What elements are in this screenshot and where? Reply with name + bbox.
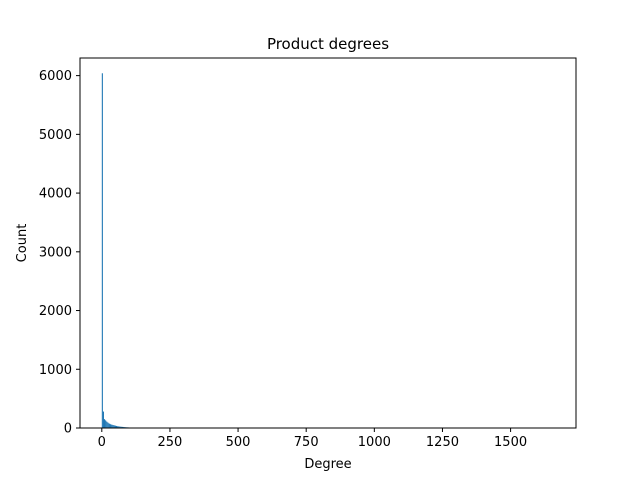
histogram-bar (120, 426, 122, 428)
histogram-bar (109, 423, 111, 428)
histogram-bar (112, 425, 114, 428)
y-tick-label: 6000 (39, 69, 72, 84)
histogram-bar (105, 420, 107, 428)
histogram-bar (119, 426, 121, 428)
histogram-bar (114, 425, 116, 428)
y-tick-label: 4000 (39, 187, 72, 202)
y-tick-label: 2000 (39, 304, 72, 319)
x-tick-label: 1500 (494, 435, 527, 450)
x-tick-label: 0 (98, 435, 106, 450)
x-tick-label: 1000 (358, 435, 391, 450)
histogram-bar (115, 425, 118, 428)
histogram-bar (108, 423, 110, 428)
x-tick-label: 250 (158, 435, 183, 450)
histogram-bar (111, 424, 113, 428)
x-tick-label: 750 (294, 435, 319, 450)
y-tick-label: 0 (64, 422, 72, 437)
histogram-bar (122, 426, 124, 428)
histogram-bar (101, 73, 103, 429)
y-axis-label: Count (15, 224, 30, 263)
y-axis-ticks: 0 1000 2000 3000 4000 5000 6000 (39, 69, 80, 437)
plot-frame (79, 57, 577, 429)
x-tick-label: 500 (226, 435, 251, 450)
chart-title: Product degrees (267, 35, 389, 53)
histogram-bar (102, 411, 104, 428)
histogram-bar (117, 426, 119, 428)
histogram-bar (118, 426, 120, 428)
y-tick-label: 1000 (39, 363, 72, 378)
histogram-bars (101, 73, 553, 429)
histogram-bar (113, 425, 115, 428)
y-tick-label: 3000 (39, 245, 72, 260)
histogram-bar (110, 424, 112, 428)
histogram-bar (121, 426, 123, 428)
histogram-bar (106, 421, 108, 428)
y-tick-label: 5000 (39, 128, 72, 143)
x-tick-label: 1250 (426, 435, 459, 450)
histogram-bar (103, 419, 106, 428)
histogram-bar (107, 422, 109, 428)
x-axis-label: Degree (304, 457, 351, 472)
x-axis-ticks: 0 250 500 750 1000 1250 1500 (98, 428, 527, 450)
